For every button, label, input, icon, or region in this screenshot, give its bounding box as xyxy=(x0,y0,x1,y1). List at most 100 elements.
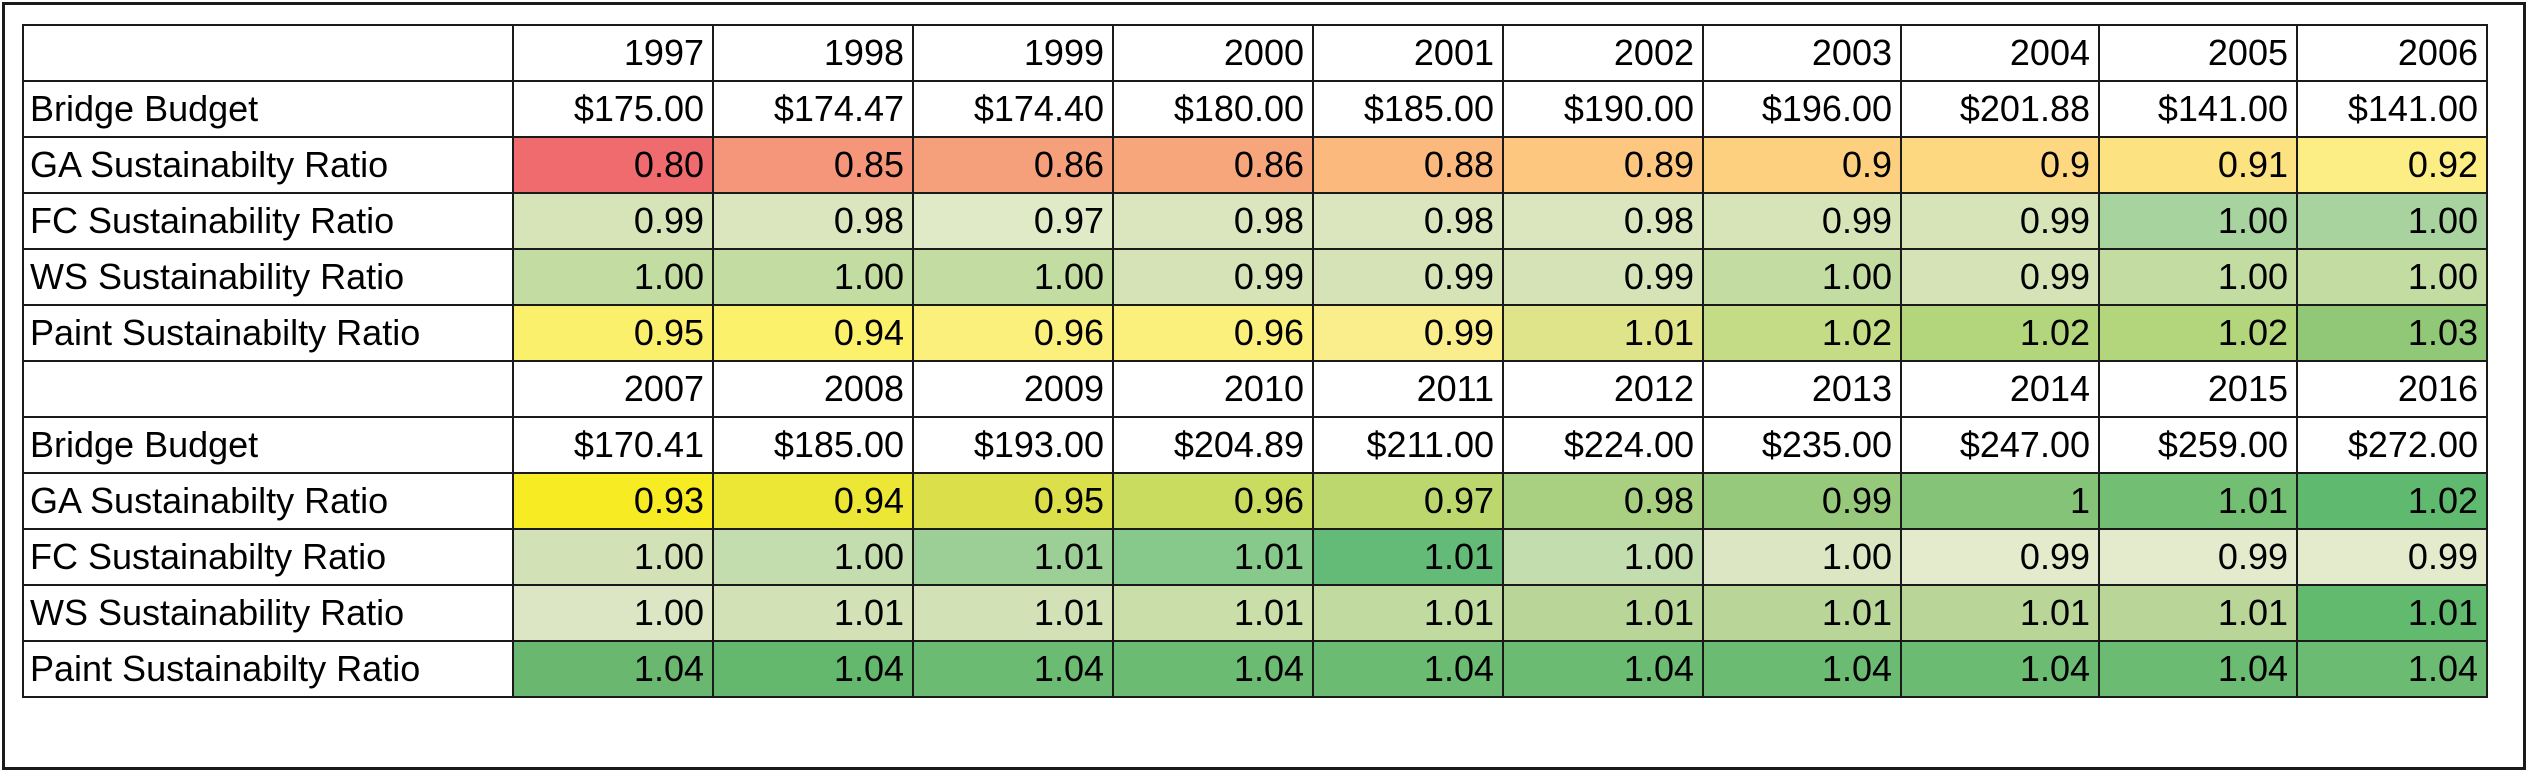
table-cell[interactable]: 1.01 xyxy=(912,584,1114,642)
row-label[interactable]: Paint Sustainabilty Ratio xyxy=(22,304,514,362)
table-cell[interactable]: $180.00 xyxy=(1112,80,1314,138)
table-cell[interactable]: 1.04 xyxy=(1502,640,1704,698)
table-cell[interactable]: 1997 xyxy=(512,24,714,82)
table-cell[interactable]: 0.95 xyxy=(912,472,1114,530)
table-cell[interactable]: 1.01 xyxy=(1112,528,1314,586)
table-cell[interactable]: 0.89 xyxy=(1502,136,1704,194)
table-cell[interactable]: $174.40 xyxy=(912,80,1114,138)
table-cell[interactable]: 0.98 xyxy=(1502,192,1704,250)
row-label[interactable]: Paint Sustainabilty Ratio xyxy=(22,640,514,698)
table-cell[interactable]: 1.00 xyxy=(2296,248,2488,306)
table-cell[interactable]: $235.00 xyxy=(1702,416,1902,474)
table-cell[interactable]: 1.00 xyxy=(1502,528,1704,586)
table-cell[interactable]: 2009 xyxy=(912,360,1114,418)
row-label[interactable]: Bridge Budget xyxy=(22,416,514,474)
row-label[interactable]: WS Sustainability Ratio xyxy=(22,248,514,306)
table-cell[interactable]: 1.04 xyxy=(1702,640,1902,698)
table-cell[interactable]: $141.00 xyxy=(2296,80,2488,138)
table-cell[interactable]: 2011 xyxy=(1312,360,1504,418)
table-cell[interactable]: $190.00 xyxy=(1502,80,1704,138)
table-cell[interactable]: 0.86 xyxy=(1112,136,1314,194)
table-cell[interactable]: 1.00 xyxy=(1702,528,1902,586)
table-cell[interactable]: 1.02 xyxy=(1702,304,1902,362)
table-cell[interactable]: $141.00 xyxy=(2098,80,2298,138)
table-cell[interactable]: 1.04 xyxy=(512,640,714,698)
row-label[interactable]: WS Sustainability Ratio xyxy=(22,584,514,642)
table-cell[interactable]: $272.00 xyxy=(2296,416,2488,474)
table-cell[interactable]: 1.00 xyxy=(512,584,714,642)
table-cell[interactable]: 1.02 xyxy=(2296,472,2488,530)
table-cell[interactable]: 1.00 xyxy=(2098,192,2298,250)
table-cell[interactable]: $196.00 xyxy=(1702,80,1902,138)
table-cell[interactable]: $175.00 xyxy=(512,80,714,138)
table-cell[interactable]: 0.98 xyxy=(1502,472,1704,530)
table-cell[interactable]: 0.99 xyxy=(512,192,714,250)
table-cell[interactable]: 1.00 xyxy=(712,248,914,306)
table-cell[interactable]: 1.00 xyxy=(1702,248,1902,306)
table-cell[interactable]: 0.96 xyxy=(1112,304,1314,362)
table-cell[interactable]: 0.85 xyxy=(712,136,914,194)
table-cell[interactable]: 0.99 xyxy=(2296,528,2488,586)
table-cell[interactable]: 2005 xyxy=(2098,24,2298,82)
table-cell[interactable]: 2002 xyxy=(1502,24,1704,82)
table-cell[interactable]: 0.99 xyxy=(1112,248,1314,306)
table-cell[interactable]: 0.98 xyxy=(1112,192,1314,250)
table-cell[interactable]: 0.98 xyxy=(1312,192,1504,250)
table-cell[interactable]: 0.86 xyxy=(912,136,1114,194)
table-cell[interactable]: 1.01 xyxy=(1112,584,1314,642)
table-cell[interactable]: 1.03 xyxy=(2296,304,2488,362)
table-cell[interactable]: 0.98 xyxy=(712,192,914,250)
table-cell[interactable]: $193.00 xyxy=(912,416,1114,474)
table-cell[interactable]: $170.41 xyxy=(512,416,714,474)
table-cell[interactable]: 2006 xyxy=(2296,24,2488,82)
table-cell[interactable]: $247.00 xyxy=(1900,416,2100,474)
row-label[interactable]: GA Sustainabilty Ratio xyxy=(22,472,514,530)
table-cell[interactable]: 2000 xyxy=(1112,24,1314,82)
table-cell[interactable]: 1.04 xyxy=(2296,640,2488,698)
table-cell[interactable]: 0.91 xyxy=(2098,136,2298,194)
table-cell[interactable]: $185.00 xyxy=(1312,80,1504,138)
table-cell[interactable]: $224.00 xyxy=(1502,416,1704,474)
table-cell[interactable]: 2014 xyxy=(1900,360,2100,418)
row-label[interactable] xyxy=(22,24,514,82)
table-cell[interactable]: 0.96 xyxy=(912,304,1114,362)
table-cell[interactable]: $204.89 xyxy=(1112,416,1314,474)
table-cell[interactable]: 1.04 xyxy=(2098,640,2298,698)
table-cell[interactable]: 2008 xyxy=(712,360,914,418)
table-cell[interactable]: 1.01 xyxy=(712,584,914,642)
row-label[interactable] xyxy=(22,360,514,418)
table-cell[interactable]: $211.00 xyxy=(1312,416,1504,474)
table-cell[interactable]: 0.99 xyxy=(1702,192,1902,250)
table-cell[interactable]: 1.04 xyxy=(1112,640,1314,698)
table-cell[interactable]: 1.00 xyxy=(512,528,714,586)
table-cell[interactable]: 0.92 xyxy=(2296,136,2488,194)
table-cell[interactable]: 0.99 xyxy=(2098,528,2298,586)
table-cell[interactable]: 0.99 xyxy=(1900,528,2100,586)
table-cell[interactable]: 1.04 xyxy=(912,640,1114,698)
table-cell[interactable]: 1.00 xyxy=(512,248,714,306)
table-cell[interactable]: $259.00 xyxy=(2098,416,2298,474)
table-cell[interactable]: 1.01 xyxy=(1900,584,2100,642)
table-cell[interactable]: 0.88 xyxy=(1312,136,1504,194)
table-cell[interactable]: 0.97 xyxy=(912,192,1114,250)
table-cell[interactable]: 1998 xyxy=(712,24,914,82)
table-cell[interactable]: 0.80 xyxy=(512,136,714,194)
table-cell[interactable]: $174.47 xyxy=(712,80,914,138)
table-cell[interactable]: 1.01 xyxy=(2296,584,2488,642)
table-cell[interactable]: 1.01 xyxy=(2098,584,2298,642)
table-cell[interactable]: 1.02 xyxy=(2098,304,2298,362)
table-cell[interactable]: 1.04 xyxy=(1900,640,2100,698)
table-cell[interactable]: 0.9 xyxy=(1900,136,2100,194)
table-cell[interactable]: 1.01 xyxy=(1312,584,1504,642)
table-cell[interactable]: 1.00 xyxy=(2296,192,2488,250)
table-cell[interactable]: 1.01 xyxy=(1702,584,1902,642)
table-cell[interactable]: 1 xyxy=(1900,472,2100,530)
table-cell[interactable]: 1.04 xyxy=(1312,640,1504,698)
table-cell[interactable]: 0.96 xyxy=(1112,472,1314,530)
table-cell[interactable]: $201.88 xyxy=(1900,80,2100,138)
row-label[interactable]: FC Sustainability Ratio xyxy=(22,192,514,250)
table-cell[interactable]: 0.99 xyxy=(1312,248,1504,306)
table-cell[interactable]: 1.01 xyxy=(2098,472,2298,530)
table-cell[interactable]: 1.01 xyxy=(1502,304,1704,362)
table-cell[interactable]: 0.99 xyxy=(1502,248,1704,306)
